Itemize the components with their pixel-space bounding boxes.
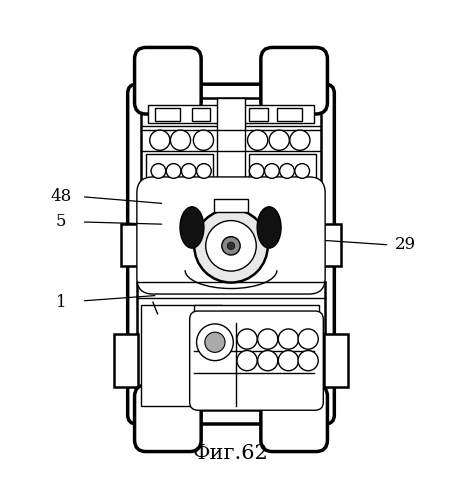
Circle shape <box>222 237 240 255</box>
Bar <box>319 224 341 265</box>
Bar <box>249 155 316 188</box>
Circle shape <box>265 164 279 178</box>
Bar <box>324 334 348 387</box>
Ellipse shape <box>180 207 204 248</box>
Circle shape <box>206 221 256 271</box>
Circle shape <box>193 130 213 150</box>
Circle shape <box>237 329 257 349</box>
Text: 1: 1 <box>56 294 67 311</box>
Bar <box>148 105 219 123</box>
FancyBboxPatch shape <box>190 311 323 410</box>
Circle shape <box>269 130 289 150</box>
Circle shape <box>194 209 268 282</box>
Circle shape <box>258 329 278 349</box>
FancyBboxPatch shape <box>261 47 328 114</box>
FancyBboxPatch shape <box>134 385 201 452</box>
Circle shape <box>237 350 257 371</box>
Circle shape <box>196 164 211 178</box>
Bar <box>214 199 248 212</box>
Circle shape <box>150 130 170 150</box>
Bar <box>217 98 245 188</box>
Text: 29: 29 <box>395 237 416 253</box>
Bar <box>121 224 143 265</box>
Bar <box>249 108 268 121</box>
Bar <box>155 108 181 121</box>
Circle shape <box>249 164 264 178</box>
Bar <box>194 304 319 406</box>
Circle shape <box>278 329 298 349</box>
Text: Фиг.62: Фиг.62 <box>193 444 269 464</box>
Circle shape <box>295 164 310 178</box>
Circle shape <box>151 164 166 178</box>
FancyBboxPatch shape <box>134 47 201 114</box>
Circle shape <box>290 130 310 150</box>
Bar <box>137 281 325 410</box>
Bar <box>192 108 210 121</box>
Circle shape <box>227 242 235 250</box>
FancyBboxPatch shape <box>261 385 328 452</box>
Bar <box>141 304 222 406</box>
Circle shape <box>196 324 233 361</box>
Circle shape <box>182 164 196 178</box>
Circle shape <box>170 130 191 150</box>
Bar <box>114 334 138 387</box>
FancyBboxPatch shape <box>128 84 334 424</box>
Bar <box>141 98 321 190</box>
Circle shape <box>166 164 181 178</box>
Circle shape <box>298 329 318 349</box>
Bar <box>243 105 314 123</box>
Circle shape <box>205 332 225 352</box>
Bar <box>277 108 302 121</box>
Circle shape <box>280 164 294 178</box>
Text: 48: 48 <box>50 188 72 205</box>
Circle shape <box>248 130 268 150</box>
Bar <box>141 190 321 281</box>
Text: 5: 5 <box>56 214 67 231</box>
Bar <box>146 155 213 188</box>
Circle shape <box>298 350 318 371</box>
Ellipse shape <box>257 207 281 248</box>
FancyBboxPatch shape <box>137 177 325 294</box>
Circle shape <box>258 350 278 371</box>
Circle shape <box>278 350 298 371</box>
